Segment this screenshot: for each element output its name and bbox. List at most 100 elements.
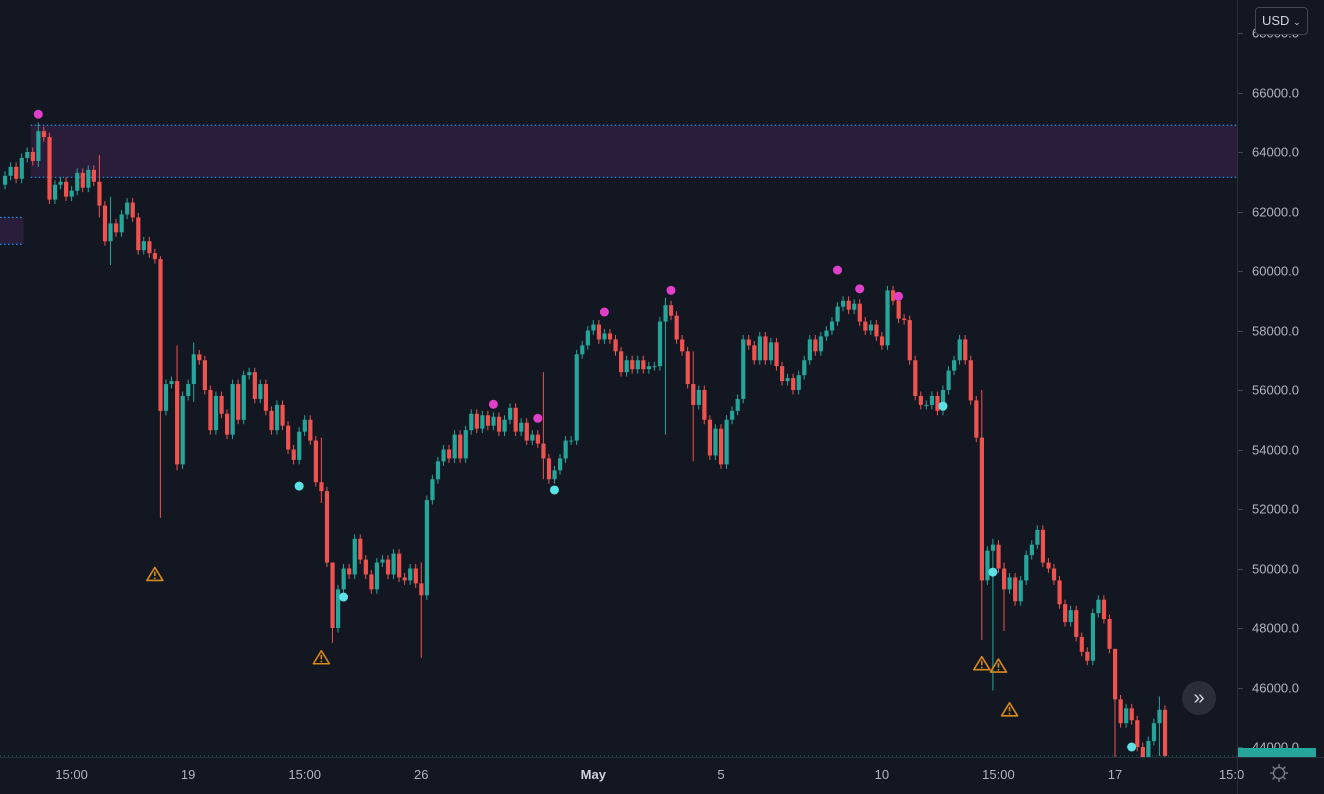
- candle-down: [330, 562, 335, 628]
- candle-down: [1002, 568, 1007, 590]
- candle-down: [680, 339, 685, 352]
- candle-up: [713, 428, 718, 456]
- bottom-signal-dot: [1127, 742, 1137, 752]
- candle-up: [213, 395, 219, 431]
- price-tick: [1238, 390, 1243, 391]
- candle-down: [1107, 619, 1112, 649]
- candle-up: [69, 190, 74, 197]
- warning-icon: [973, 655, 991, 671]
- time-axis[interactable]: 15:00 19 15:00 26 May 5 10 15:00 17 15:0: [0, 757, 1244, 794]
- price-chart[interactable]: [0, 0, 1237, 757]
- candle-down: [447, 449, 452, 459]
- candle-up: [274, 404, 280, 431]
- candle-down: [513, 407, 518, 432]
- price-tick-label: 50000.0: [1252, 561, 1299, 576]
- candle-down: [64, 181, 69, 197]
- candle-down: [607, 333, 613, 340]
- warning-icon: [989, 658, 1008, 673]
- candle-down: [219, 395, 224, 414]
- candle-up: [52, 184, 58, 200]
- price-tick-label: 62000.0: [1252, 204, 1299, 219]
- candle-up: [563, 440, 568, 459]
- price-tick: [1238, 33, 1243, 34]
- candle-up: [663, 305, 668, 322]
- candle-up: [885, 290, 890, 346]
- candle-up: [646, 366, 651, 370]
- price-axis[interactable]: 68000.066000.064000.062000.060000.058000…: [1237, 0, 1324, 757]
- candle-up: [1024, 555, 1029, 581]
- candle-down: [1057, 580, 1062, 605]
- candle-down: [41, 131, 47, 138]
- candle-up: [374, 562, 380, 590]
- time-tick-label: 10: [874, 767, 890, 782]
- candle-down: [458, 434, 463, 459]
- warning-icon-dot: [980, 666, 983, 669]
- candle-down: [175, 381, 180, 465]
- candle-down: [535, 434, 540, 444]
- candle-up: [652, 366, 657, 368]
- price-tick-label: 46000.0: [1252, 680, 1299, 695]
- candle-down: [1113, 648, 1118, 700]
- candle-down: [363, 559, 368, 575]
- candle-up: [3, 175, 8, 185]
- candle-down: [685, 351, 690, 385]
- candle-up: [624, 360, 629, 373]
- candle-up: [724, 419, 729, 465]
- candle-down: [114, 223, 119, 233]
- candle-down: [707, 419, 713, 456]
- candle-down: [613, 339, 618, 352]
- candle-up: [768, 342, 774, 361]
- candle-up: [985, 550, 990, 581]
- candle-down: [202, 360, 207, 390]
- candle-down: [963, 339, 968, 361]
- price-tick-label: 54000.0: [1252, 442, 1299, 457]
- price-tick: [1238, 271, 1243, 272]
- candle-down: [1135, 720, 1140, 747]
- candle-up: [741, 339, 746, 399]
- candle-down: [91, 169, 96, 182]
- currency-button[interactable]: USD ⌄: [1255, 7, 1308, 35]
- candle-down: [102, 205, 108, 242]
- scroll-to-realtime-button[interactable]: »: [1182, 681, 1216, 715]
- candle-down: [158, 259, 163, 411]
- top-signal-dot: [599, 307, 609, 317]
- candle-down: [496, 416, 502, 432]
- candle-down: [80, 172, 85, 188]
- candle-up: [1018, 580, 1023, 602]
- candle-down: [324, 491, 330, 563]
- candle-up: [1124, 708, 1129, 724]
- time-tick-label: 26: [414, 767, 429, 782]
- price-tick-label: 56000.0: [1252, 382, 1299, 398]
- bottom-signal-dot: [549, 485, 559, 495]
- warning-icon-dot: [153, 577, 156, 580]
- settings-gear-icon[interactable]: [1268, 762, 1290, 784]
- candle-up: [1146, 741, 1151, 757]
- double-chevron-right-icon: »: [1193, 686, 1205, 709]
- candle-down: [619, 351, 624, 373]
- candle-down: [979, 437, 984, 581]
- candle-down: [402, 577, 407, 581]
- candle-down: [97, 181, 102, 206]
- price-tick: [1238, 687, 1243, 689]
- candle-down: [541, 443, 546, 459]
- candle-up: [868, 324, 873, 331]
- price-tick: [1238, 747, 1243, 748]
- candle-down: [896, 300, 901, 319]
- candle-down: [1162, 709, 1168, 756]
- warning-icon: [1000, 702, 1019, 717]
- candle-down: [1118, 699, 1123, 724]
- candle-down: [413, 568, 418, 584]
- candle-down: [974, 400, 979, 438]
- candle-up: [241, 375, 246, 420]
- time-tick-label: May: [580, 767, 606, 782]
- candle-down: [291, 449, 296, 460]
- candle-down: [1129, 708, 1134, 721]
- candle-down: [1063, 604, 1068, 623]
- candle-down: [813, 339, 818, 352]
- candle-down: [918, 395, 923, 405]
- candle-up: [602, 333, 607, 340]
- price-tick: [1238, 211, 1243, 213]
- candle-up: [585, 330, 590, 346]
- candle-up: [796, 375, 801, 390]
- top-signal-dot: [855, 284, 865, 294]
